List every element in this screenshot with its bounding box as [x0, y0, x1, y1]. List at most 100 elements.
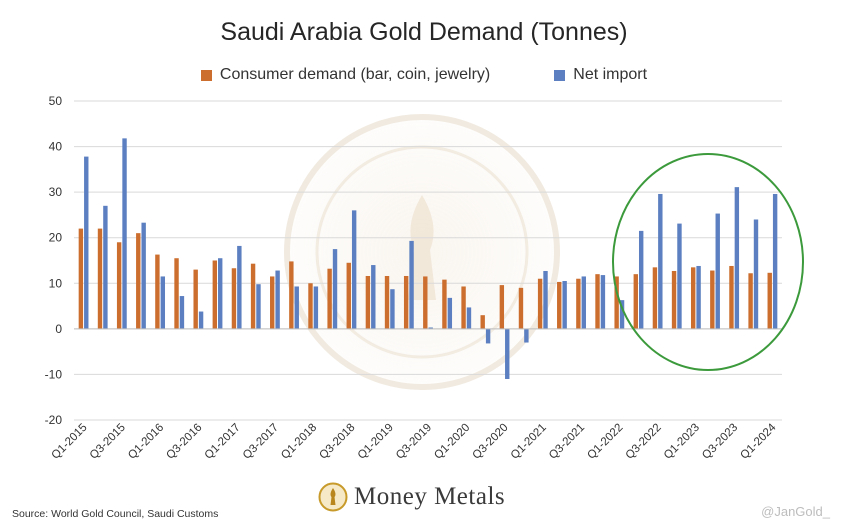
bar-net-import: [715, 213, 720, 329]
bar-net-import: [198, 311, 204, 329]
x-tick-label: Q3-2020: [471, 422, 511, 462]
bar-consumer-demand: [480, 315, 485, 329]
bar-consumer-demand: [308, 283, 313, 329]
bar-net-import: [772, 193, 778, 329]
x-tick-label: Q1-2018: [279, 422, 319, 462]
bar-net-import: [466, 307, 472, 329]
bar-net-import: [447, 297, 453, 329]
bar-net-import: [753, 219, 759, 329]
bar-consumer-demand: [403, 275, 409, 329]
bar-consumer-demand: [270, 276, 275, 329]
money-metals-brand: Money Metals: [318, 482, 530, 512]
bar-consumer-demand: [518, 287, 524, 329]
x-tick-label: Q1-2021: [509, 422, 549, 462]
bar-net-import: [638, 230, 644, 329]
bar-net-import: [562, 281, 567, 329]
x-tick-label: Q1-2020: [432, 422, 472, 462]
bar-net-import: [485, 328, 491, 344]
bar-net-import: [218, 258, 223, 329]
bar-net-import: [600, 275, 606, 329]
bar-consumer-demand: [633, 274, 638, 329]
bar-net-import: [141, 222, 146, 329]
bar-net-import: [581, 276, 586, 329]
bar-consumer-demand: [576, 278, 581, 329]
bar-net-import: [351, 210, 357, 329]
author-credit: @JanGold_: [761, 504, 830, 519]
y-tick-label: 20: [49, 231, 63, 245]
y-tick-label: 10: [49, 276, 63, 290]
bar-consumer-demand: [423, 276, 428, 329]
x-tick-label: Q3-2015: [88, 422, 128, 462]
bar-consumer-demand: [710, 270, 715, 329]
bar-consumer-demand: [671, 270, 677, 329]
x-tick-label: Q1-2015: [50, 422, 90, 462]
x-tick-label: Q1-2017: [203, 422, 243, 462]
bar-net-import: [696, 265, 701, 329]
bar-net-import: [390, 289, 395, 329]
bar-consumer-demand: [499, 285, 505, 329]
bar-net-import: [677, 223, 682, 329]
bar-consumer-demand: [78, 228, 84, 329]
bar-net-import: [237, 245, 242, 329]
bar-net-import: [275, 270, 280, 329]
x-tick-label: Q1-2019: [356, 422, 396, 462]
x-tick-label: Q3-2018: [317, 422, 357, 462]
brand-name: Money Metals: [354, 483, 506, 510]
x-tick-label: Q1-2016: [126, 422, 166, 462]
bar-consumer-demand: [652, 267, 658, 329]
bar-net-import: [524, 328, 529, 343]
bar-consumer-demand: [289, 261, 294, 329]
y-tick-label: -20: [45, 413, 63, 427]
legend-swatch-net-import: [554, 69, 566, 81]
y-tick-label: 40: [49, 140, 63, 154]
bar-consumer-demand: [537, 278, 543, 329]
bar-consumer-demand: [327, 268, 332, 329]
x-tick-label: Q1-2023: [662, 422, 702, 462]
legend-item-consumer-demand: Consumer demand (bar, coin, jewelry): [200, 66, 491, 84]
x-tick-label: Q1-2024: [738, 421, 779, 462]
bar-consumer-demand: [116, 242, 122, 329]
y-tick-label: 50: [49, 94, 63, 108]
bar-consumer-demand: [250, 263, 256, 329]
legend-label-consumer-demand: Consumer demand (bar, coin, jewelry): [219, 66, 491, 83]
legend-swatch-consumer-demand: [200, 69, 212, 81]
bar-consumer-demand: [690, 267, 696, 329]
legend-item-net-import: Net import: [554, 66, 647, 84]
bar-net-import: [658, 193, 663, 329]
bar-net-import: [179, 296, 185, 329]
bar-consumer-demand: [97, 228, 103, 329]
y-tick-label: 30: [49, 185, 63, 199]
bar-net-import: [409, 240, 414, 329]
bar-consumer-demand: [193, 269, 198, 329]
bar-net-import: [619, 300, 625, 329]
bar-consumer-demand: [384, 275, 390, 329]
money-metals-watermark-seal: [284, 114, 560, 390]
bar-net-import: [428, 327, 433, 329]
bar-consumer-demand: [346, 262, 351, 329]
x-tick-label: Q3-2021: [547, 422, 587, 462]
bar-consumer-demand: [461, 286, 466, 329]
bar-consumer-demand: [729, 265, 734, 329]
bar-consumer-demand: [231, 268, 237, 329]
bar-consumer-demand: [136, 233, 141, 329]
x-tick-label: Q3-2017: [241, 422, 281, 462]
bar-consumer-demand: [614, 276, 619, 329]
chart-title: Saudi Arabia Gold Demand (Tonnes): [220, 18, 628, 46]
bar-consumer-demand: [212, 260, 218, 329]
bar-net-import: [84, 156, 89, 329]
bar-consumer-demand: [442, 279, 447, 329]
bar-consumer-demand: [174, 258, 179, 329]
y-tick-label: 0: [55, 322, 62, 336]
bar-consumer-demand: [767, 272, 772, 329]
x-tick-label: Q3-2016: [164, 422, 204, 462]
bar-net-import: [371, 265, 376, 329]
x-tick-label: Q3-2019: [394, 422, 434, 462]
torch-logo-icon: [318, 482, 348, 512]
highlight-ellipse: [612, 153, 804, 371]
bar-net-import: [734, 187, 740, 329]
bar-net-import: [313, 286, 319, 329]
legend: Consumer demand (bar, coin, jewelry) Net…: [0, 66, 848, 84]
bar-consumer-demand: [557, 281, 562, 329]
source-note: Source: World Gold Council, Saudi Custom…: [12, 508, 219, 520]
